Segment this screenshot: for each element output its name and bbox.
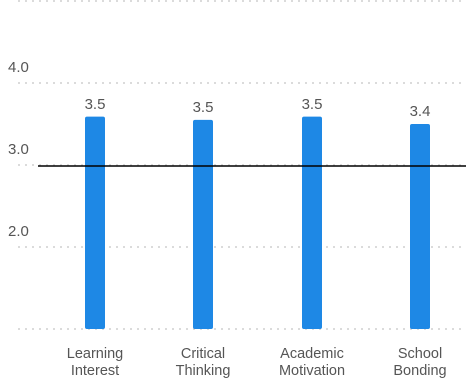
y-tick-label: 2.0 <box>8 223 29 240</box>
x-tick-label-line: Motivation <box>278 363 346 379</box>
x-tick-label: Academic Motivation <box>257 346 367 380</box>
x-tick-label: Critical Thinking <box>148 346 258 380</box>
data-label: 3.4 <box>409 103 431 120</box>
x-tick-label-line: Bonding <box>393 363 447 379</box>
bar-school-bonding <box>410 124 430 329</box>
bar-critical-thinking <box>193 119 213 330</box>
bar-learning-interest <box>85 116 105 330</box>
x-tick-label-line: Critical <box>180 346 226 362</box>
y-tick-label: 4.0 <box>8 59 29 76</box>
x-tick-label-line: Learning <box>66 346 124 362</box>
x-tick-label-line: Academic <box>280 346 344 362</box>
data-label: 3.5 <box>301 95 323 113</box>
x-tick-label: Learning Interest <box>40 346 150 380</box>
x-tick-label: School Bonding <box>365 346 466 380</box>
data-label: 3.5 <box>192 98 214 116</box>
bar-academic-motivation <box>302 116 322 330</box>
x-tick-label-line: Interest <box>70 363 120 379</box>
data-label: 3.5 <box>84 95 106 113</box>
x-tick-label-line: School <box>397 346 443 362</box>
y-tick-label: 3.0 <box>8 141 29 158</box>
x-tick-label-line: Thinking <box>175 363 231 379</box>
